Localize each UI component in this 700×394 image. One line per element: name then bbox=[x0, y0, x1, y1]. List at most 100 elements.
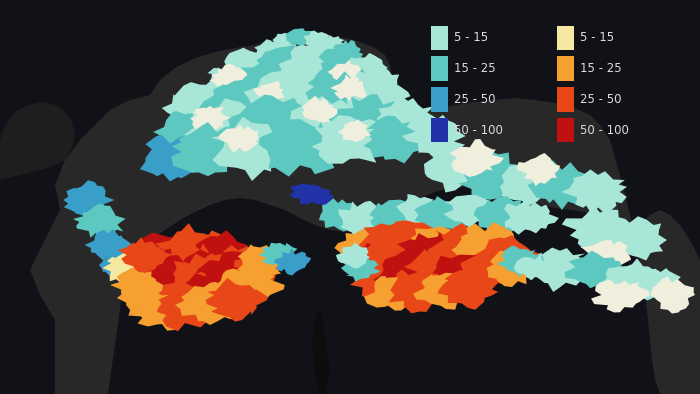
Polygon shape bbox=[565, 251, 629, 290]
Polygon shape bbox=[458, 151, 524, 200]
Polygon shape bbox=[258, 243, 298, 267]
Polygon shape bbox=[504, 201, 559, 235]
Polygon shape bbox=[452, 222, 519, 264]
Polygon shape bbox=[131, 247, 204, 294]
Polygon shape bbox=[227, 55, 300, 104]
Polygon shape bbox=[274, 54, 332, 98]
Polygon shape bbox=[397, 232, 468, 281]
Polygon shape bbox=[328, 60, 362, 83]
Polygon shape bbox=[286, 28, 314, 47]
Polygon shape bbox=[373, 252, 450, 301]
Polygon shape bbox=[167, 253, 241, 309]
Polygon shape bbox=[302, 96, 337, 123]
Polygon shape bbox=[336, 243, 370, 269]
Polygon shape bbox=[312, 115, 385, 164]
Polygon shape bbox=[146, 241, 234, 297]
Polygon shape bbox=[244, 68, 326, 123]
Text: 5 - 15: 5 - 15 bbox=[580, 32, 614, 44]
Polygon shape bbox=[211, 117, 294, 181]
Polygon shape bbox=[329, 94, 402, 144]
Polygon shape bbox=[0, 102, 75, 180]
Polygon shape bbox=[309, 188, 333, 206]
Polygon shape bbox=[340, 243, 406, 283]
Polygon shape bbox=[118, 240, 193, 287]
Polygon shape bbox=[424, 223, 496, 272]
Polygon shape bbox=[457, 251, 521, 291]
Polygon shape bbox=[110, 268, 163, 303]
Text: 25 - 50: 25 - 50 bbox=[580, 93, 621, 106]
Polygon shape bbox=[332, 40, 360, 59]
Polygon shape bbox=[312, 310, 330, 394]
Polygon shape bbox=[414, 196, 475, 235]
Polygon shape bbox=[474, 196, 531, 234]
Polygon shape bbox=[274, 248, 312, 275]
Polygon shape bbox=[199, 76, 285, 130]
Polygon shape bbox=[204, 62, 256, 106]
Polygon shape bbox=[528, 160, 601, 210]
Polygon shape bbox=[424, 144, 488, 193]
Text: 15 - 25: 15 - 25 bbox=[454, 62, 495, 75]
Polygon shape bbox=[130, 292, 196, 331]
Polygon shape bbox=[363, 115, 432, 164]
Polygon shape bbox=[122, 265, 189, 307]
Polygon shape bbox=[517, 153, 560, 186]
Polygon shape bbox=[514, 255, 554, 281]
Polygon shape bbox=[209, 64, 247, 91]
Polygon shape bbox=[153, 111, 218, 153]
Text: 15 - 25: 15 - 25 bbox=[580, 62, 621, 75]
Polygon shape bbox=[580, 240, 631, 272]
Polygon shape bbox=[591, 279, 650, 312]
Polygon shape bbox=[396, 194, 442, 225]
Polygon shape bbox=[254, 39, 287, 61]
Polygon shape bbox=[341, 256, 381, 282]
Polygon shape bbox=[237, 244, 288, 278]
Polygon shape bbox=[379, 220, 441, 264]
Polygon shape bbox=[337, 119, 372, 142]
Polygon shape bbox=[205, 245, 274, 288]
Polygon shape bbox=[183, 230, 255, 281]
Polygon shape bbox=[316, 46, 365, 77]
Polygon shape bbox=[377, 95, 436, 139]
Polygon shape bbox=[140, 134, 202, 181]
Polygon shape bbox=[344, 66, 399, 106]
Polygon shape bbox=[338, 201, 390, 239]
Polygon shape bbox=[362, 232, 438, 283]
Polygon shape bbox=[335, 228, 401, 269]
Polygon shape bbox=[562, 205, 632, 257]
Polygon shape bbox=[225, 95, 318, 157]
Polygon shape bbox=[344, 53, 388, 84]
Text: 5 - 15: 5 - 15 bbox=[454, 32, 488, 44]
Polygon shape bbox=[278, 96, 368, 147]
Polygon shape bbox=[206, 278, 267, 322]
Polygon shape bbox=[443, 195, 492, 229]
Polygon shape bbox=[354, 221, 419, 269]
Text: 25 - 50: 25 - 50 bbox=[454, 93, 495, 106]
Polygon shape bbox=[259, 119, 342, 177]
Polygon shape bbox=[500, 158, 565, 205]
Polygon shape bbox=[99, 251, 134, 278]
Polygon shape bbox=[183, 249, 251, 292]
Polygon shape bbox=[626, 268, 682, 300]
Polygon shape bbox=[63, 180, 114, 218]
Polygon shape bbox=[215, 261, 285, 306]
Polygon shape bbox=[364, 275, 425, 310]
Polygon shape bbox=[227, 254, 285, 294]
Polygon shape bbox=[486, 248, 539, 287]
Polygon shape bbox=[162, 82, 238, 128]
Polygon shape bbox=[438, 267, 498, 310]
Polygon shape bbox=[30, 35, 700, 394]
Polygon shape bbox=[429, 255, 496, 291]
Polygon shape bbox=[603, 258, 662, 299]
Polygon shape bbox=[449, 139, 504, 177]
Polygon shape bbox=[253, 81, 285, 103]
Polygon shape bbox=[497, 246, 544, 277]
Polygon shape bbox=[470, 235, 539, 279]
Polygon shape bbox=[120, 237, 171, 273]
Polygon shape bbox=[134, 232, 211, 284]
Polygon shape bbox=[85, 229, 133, 261]
Polygon shape bbox=[304, 30, 334, 49]
Polygon shape bbox=[218, 124, 259, 152]
Polygon shape bbox=[346, 74, 414, 122]
Polygon shape bbox=[314, 58, 372, 104]
Polygon shape bbox=[155, 223, 229, 273]
